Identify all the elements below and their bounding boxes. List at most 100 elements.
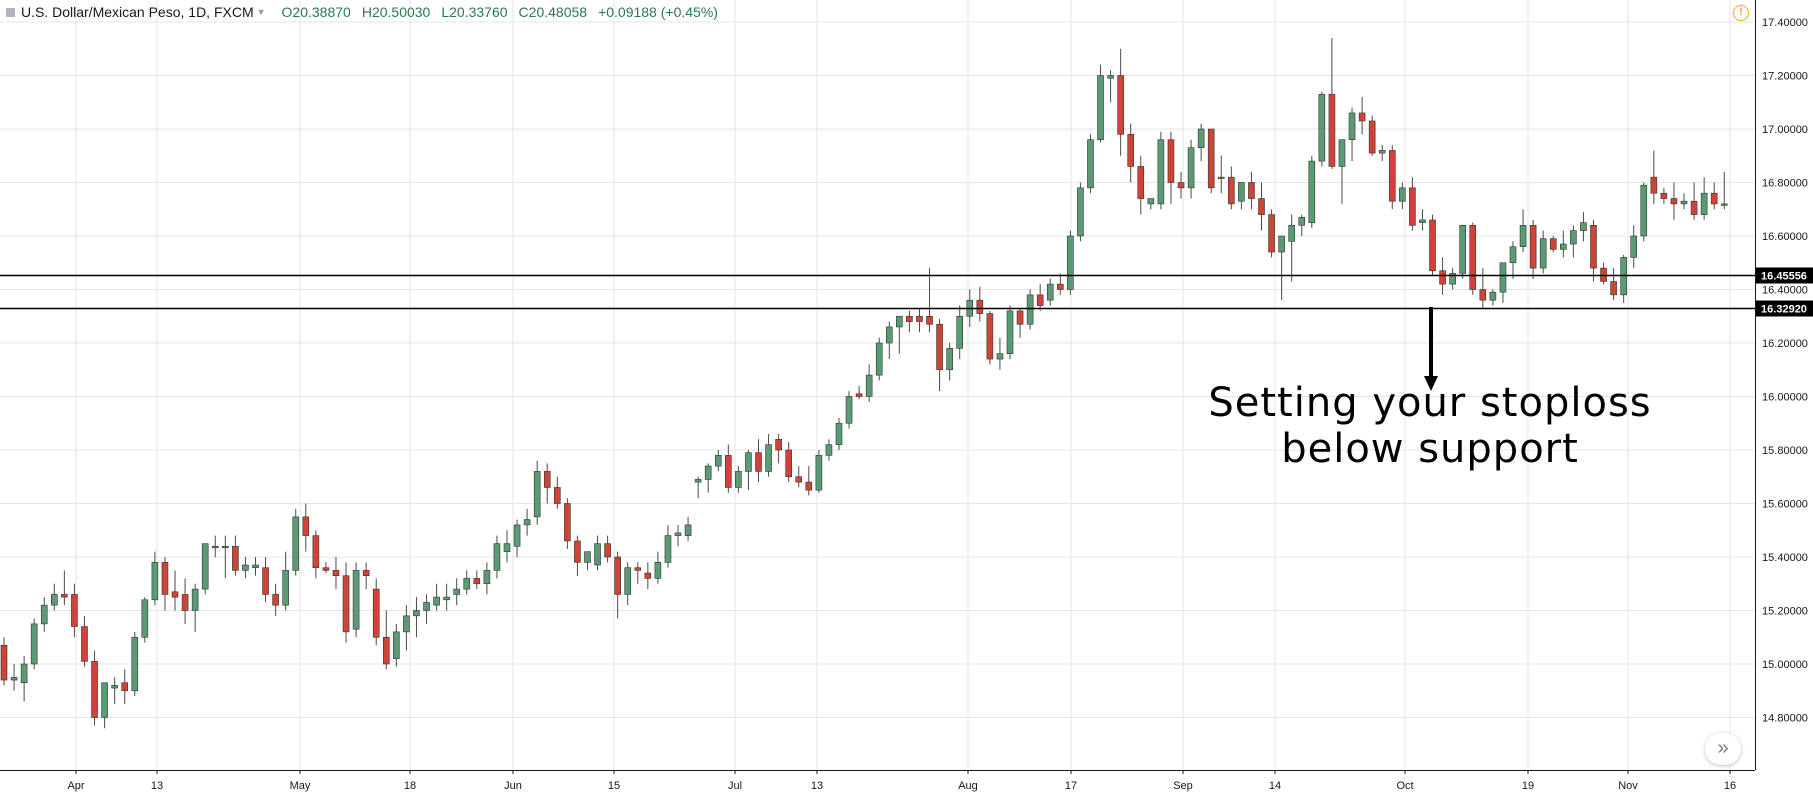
candle-up	[745, 452, 752, 472]
candle-down	[805, 481, 813, 491]
candle-up	[533, 471, 541, 518]
candle-down	[1248, 182, 1255, 199]
candle-down	[976, 299, 984, 314]
candle-up	[956, 315, 964, 349]
candle-down	[614, 556, 621, 595]
candle-down	[725, 455, 732, 488]
candle-up	[1077, 187, 1084, 237]
candle-down	[926, 315, 933, 325]
candle-down	[1368, 120, 1376, 154]
candle-down	[795, 476, 803, 483]
annotation-text: Setting your stoploss below support	[1170, 380, 1690, 472]
candle-up	[664, 535, 672, 563]
candle-down	[81, 626, 88, 662]
y-tick-label: 17.00000	[1762, 124, 1808, 136]
candle-up	[1087, 139, 1094, 189]
candle-down	[71, 594, 78, 627]
candle-up	[403, 615, 410, 633]
price-label-box	[1756, 300, 1813, 317]
candle-up	[1459, 225, 1466, 274]
candle-down	[634, 567, 642, 571]
candle-down	[362, 570, 370, 577]
candle-up	[463, 578, 471, 590]
candle-up	[1680, 200, 1688, 205]
annotation-line-1: Setting your stoploss	[1208, 380, 1652, 426]
chart-legend: U.S. Dollar/Mexican Peso, 1D, FXCM ▼ O20…	[0, 0, 900, 24]
candle-up	[584, 551, 591, 563]
x-tick-label: Aug	[958, 780, 978, 792]
candle-up	[1046, 283, 1054, 301]
candle-up	[896, 315, 903, 328]
candle-down	[61, 594, 68, 598]
y-tick-label: 15.80000	[1762, 445, 1808, 457]
candle-down	[543, 471, 551, 488]
candle-up	[1026, 294, 1034, 325]
candle-down	[372, 588, 380, 638]
candle-up	[141, 599, 149, 638]
candle-up	[815, 455, 823, 491]
candle-down	[1529, 225, 1537, 269]
candle-up	[1217, 176, 1225, 179]
candle-up	[101, 682, 108, 718]
candle-down	[1016, 310, 1024, 325]
candle-down	[342, 575, 350, 633]
candle-up	[1419, 219, 1426, 223]
candle-down	[1469, 225, 1477, 290]
y-tick-label: 14.80000	[1762, 713, 1808, 725]
x-tick-label: 16	[1724, 780, 1736, 792]
candle-down	[1036, 294, 1044, 306]
x-tick-label: May	[290, 780, 311, 792]
candle-down	[322, 567, 330, 571]
candle-down	[1127, 134, 1135, 167]
y-tick-label: 17.20000	[1762, 71, 1808, 83]
candle-up	[1570, 230, 1577, 245]
candle-up	[433, 596, 440, 606]
candle-down	[644, 572, 652, 579]
candle-down	[1057, 283, 1064, 290]
symbol-title[interactable]: U.S. Dollar/Mexican Peso, 1D, FXCM	[21, 4, 254, 20]
annotation-line-2: below support	[1281, 426, 1579, 472]
candle-up	[835, 422, 843, 445]
candle-up	[1519, 225, 1527, 248]
candle-down	[232, 545, 239, 571]
alert-icon[interactable]: !	[1733, 5, 1749, 21]
candle-up	[40, 604, 48, 625]
y-tick-label: 15.40000	[1762, 552, 1808, 564]
candle-up	[624, 567, 632, 595]
candle-up	[1580, 222, 1587, 231]
candle-down	[161, 562, 169, 595]
candle-up	[694, 479, 702, 483]
double-chevron-right-icon[interactable]: »	[1705, 733, 1741, 765]
candle-up	[875, 342, 883, 376]
candle-up	[1720, 203, 1728, 206]
candle-up	[684, 524, 692, 536]
close-value: C20.48058	[518, 4, 588, 20]
collapse-square-icon[interactable]	[6, 7, 15, 17]
candle-up	[1449, 273, 1456, 285]
candle-up	[1197, 128, 1205, 149]
candle-up	[594, 543, 601, 566]
candle-up	[704, 465, 712, 480]
candle-up	[1378, 150, 1386, 154]
candle-down	[1117, 75, 1124, 135]
candle-down	[171, 591, 179, 598]
candle-down	[1479, 289, 1487, 301]
candle-up	[1499, 262, 1507, 293]
candle-up	[1700, 192, 1708, 215]
candle-up	[1006, 310, 1014, 354]
chevron-down-icon[interactable]: ▼	[256, 7, 266, 17]
candle-down	[1610, 281, 1617, 296]
candle-up	[413, 610, 420, 617]
high-value: H20.50030	[361, 4, 431, 20]
candle-down	[1650, 176, 1658, 194]
candle-up	[845, 396, 853, 424]
candle-up	[996, 353, 1004, 360]
candle-up	[393, 631, 400, 659]
candle-up	[211, 545, 219, 549]
y-tick-label: 16.80000	[1762, 178, 1808, 190]
y-tick-label: 16.00000	[1762, 392, 1808, 404]
candle-down	[855, 393, 863, 397]
x-tick-label: 14	[1269, 780, 1281, 792]
candle-down	[574, 540, 581, 563]
